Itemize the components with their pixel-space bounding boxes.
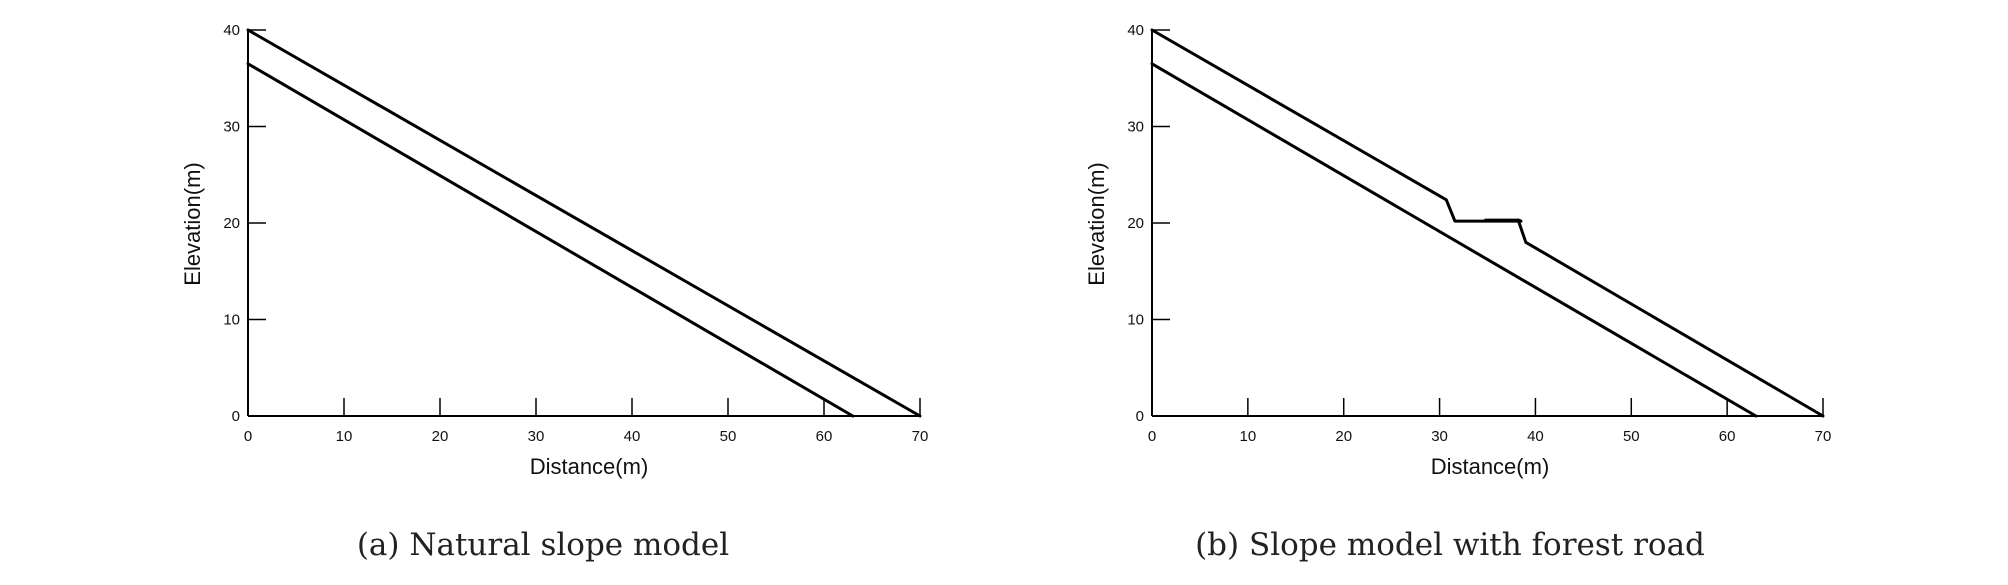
series-line-ground-surface	[1150, 28, 1825, 418]
panel-caption: (a) Natural slope model	[357, 527, 729, 563]
y-tick-label: 30	[223, 119, 240, 136]
series-line-ground-surface	[246, 28, 922, 418]
x-tick-label: 20	[1335, 428, 1352, 445]
x-tick-label: 0	[244, 428, 252, 445]
y-tick-label: 40	[1127, 22, 1144, 39]
series-line-soil-layer-boundary	[1150, 62, 1758, 418]
x-tick-label: 10	[1240, 428, 1257, 445]
x-tick-label: 40	[624, 428, 641, 445]
x-tick-label: 60	[816, 428, 833, 445]
panel-natural-slope: 0 10 20 30 40 50 60 70 0 10 20 30 40 Distance(m) Ele…	[180, 22, 928, 563]
x-tick-label: 70	[1815, 428, 1832, 445]
panel-caption: (b) Slope model with forest road	[1195, 527, 1705, 563]
x-tick-label: 50	[1623, 428, 1640, 445]
plot-area: 0 10 20 30 40 50 60 70 0 10 20 30 40	[1127, 22, 1831, 445]
y-axis-title: Elevation(m)	[1084, 162, 1109, 285]
y-tick-label: 10	[1127, 312, 1144, 329]
x-tick-label: 10	[336, 428, 353, 445]
x-axis-title: Distance(m)	[1431, 454, 1550, 479]
y-tick-label: 30	[1127, 119, 1144, 136]
y-tick-label: 10	[223, 312, 240, 329]
x-tick-label: 70	[912, 428, 929, 445]
y-tick-label: 20	[1127, 215, 1144, 232]
panel-forest-road-slope: 0 10 20 30 40 50 60 70 0 10 20 30 40 Distance(m) Ele…	[1084, 22, 1831, 563]
x-tick-label: 50	[720, 428, 737, 445]
x-tick-label: 30	[528, 428, 545, 445]
plot-area: 0 10 20 30 40 50 60 70 0 10 20 30 40	[223, 22, 928, 445]
series-line-soil-layer-boundary	[246, 62, 855, 418]
x-tick-label: 60	[1719, 428, 1736, 445]
x-tick-label: 30	[1431, 428, 1448, 445]
x-tick-label: 40	[1527, 428, 1544, 445]
y-tick-label: 0	[1136, 408, 1144, 425]
x-axis-title: Distance(m)	[530, 454, 649, 479]
x-tick-label: 20	[432, 428, 449, 445]
y-axis-title: Elevation(m)	[180, 162, 205, 285]
y-tick-label: 0	[232, 408, 240, 425]
x-tick-label: 0	[1148, 428, 1156, 445]
y-tick-label: 40	[223, 22, 240, 39]
y-tick-label: 20	[223, 215, 240, 232]
